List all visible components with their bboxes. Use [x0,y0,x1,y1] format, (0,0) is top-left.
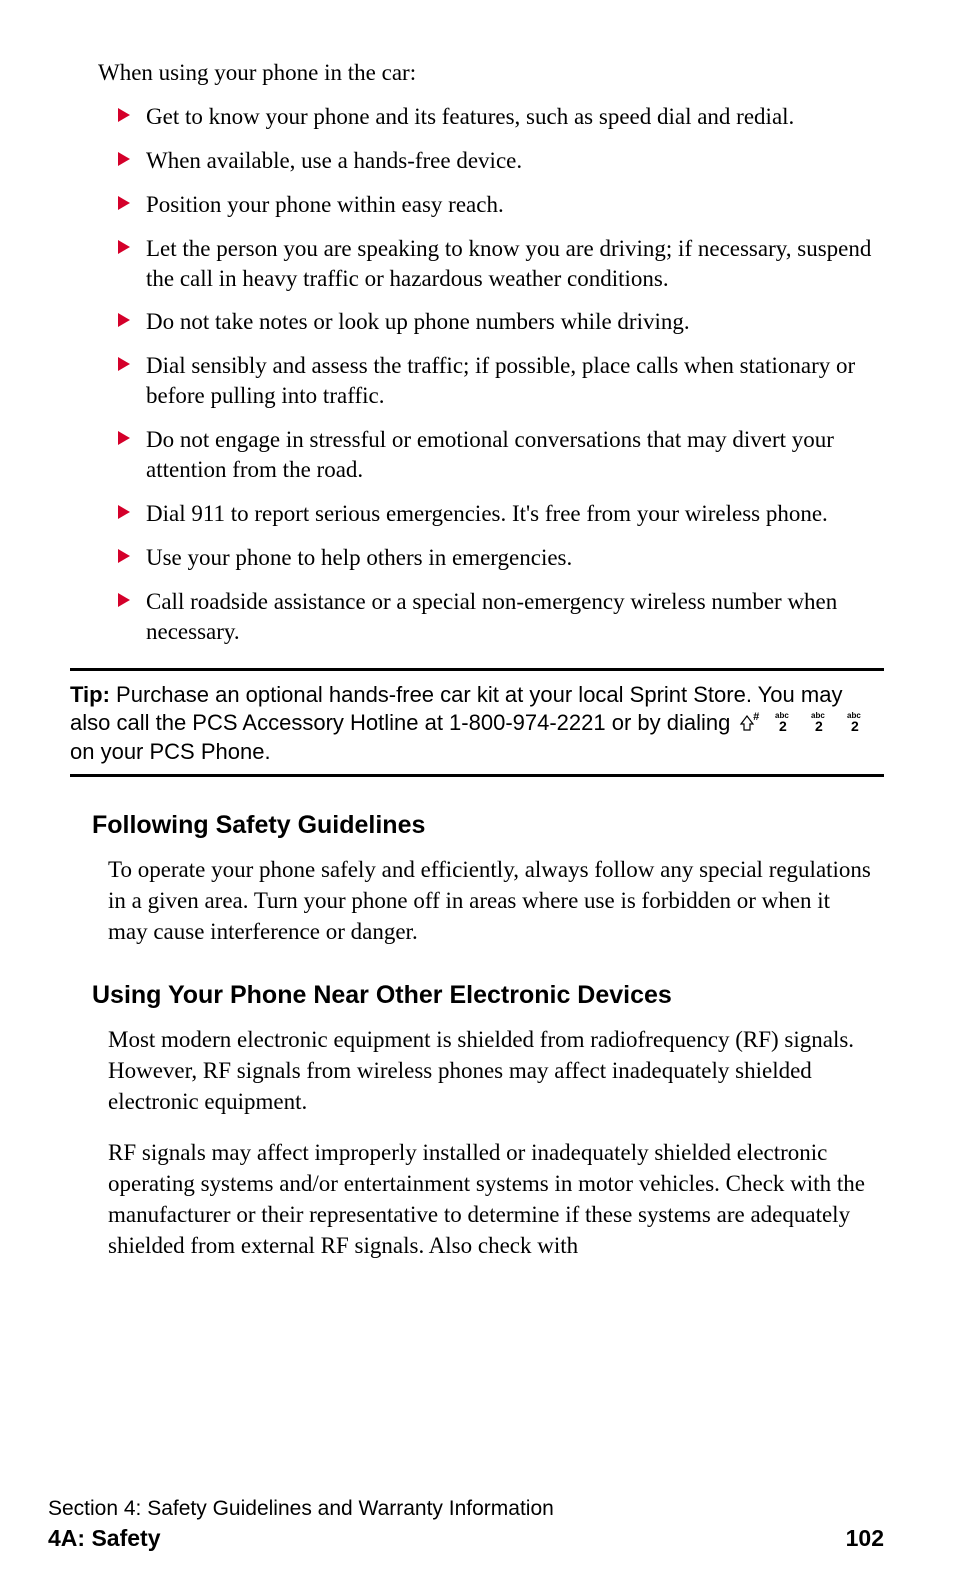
list-item: Position your phone within easy reach. [118,190,874,220]
intro-text: When using your phone in the car: [98,60,884,86]
bullet-text: Do not take notes or look up phone numbe… [146,309,690,334]
triangle-bullet-icon [118,196,132,210]
page-number: 102 [846,1525,884,1552]
tip-block: Tip: Purchase an optional hands-free car… [70,668,884,776]
triangle-bullet-icon [118,108,132,122]
svg-text:2: 2 [815,718,823,732]
section-heading: Using Your Phone Near Other Electronic D… [92,981,884,1010]
list-item: Do not take notes or look up phone numbe… [118,307,874,337]
triangle-bullet-icon [118,431,132,445]
shift-hash-key-icon: # [739,710,763,739]
bullet-text: Dial 911 to report serious emergencies. … [146,501,828,526]
abc-2-key-icon: abc2 [809,710,835,739]
abc-2-key-icon: abc2 [845,710,871,739]
bullet-text: Position your phone within easy reach. [146,192,504,217]
bullet-text: Call roadside assistance or a special no… [146,589,837,644]
bullet-text: Do not engage in stressful or emotional … [146,427,834,482]
page-footer: Section 4: Safety Guidelines and Warrant… [48,1497,884,1552]
svg-text:2: 2 [851,718,859,732]
triangle-bullet-icon [118,313,132,327]
triangle-bullet-icon [118,549,132,563]
footer-section-line: Section 4: Safety Guidelines and Warrant… [48,1497,884,1521]
bullet-text: When available, use a hands-free device. [146,148,522,173]
bullet-text: Let the person you are speaking to know … [146,236,871,291]
body-paragraph: To operate your phone safely and efficie… [108,854,874,947]
triangle-bullet-icon [118,152,132,166]
body-paragraph: Most modern electronic equipment is shie… [108,1024,874,1117]
body-paragraph: RF signals may affect improperly install… [108,1137,874,1261]
abc-2-key-icon: abc2 [773,710,799,739]
bullet-text: Get to know your phone and its features,… [146,104,794,129]
bullet-list: Get to know your phone and its features,… [118,102,874,646]
list-item: Use your phone to help others in emergen… [118,543,874,573]
list-item: Dial sensibly and assess the traffic; if… [118,351,874,411]
svg-text:2: 2 [779,718,787,732]
triangle-bullet-icon [118,505,132,519]
triangle-bullet-icon [118,593,132,607]
list-item: Call roadside assistance or a special no… [118,587,874,647]
triangle-bullet-icon [118,357,132,371]
list-item: Get to know your phone and its features,… [118,102,874,132]
tip-label: Tip: [70,682,110,707]
list-item: Do not engage in stressful or emotional … [118,425,874,485]
tip-text-before: Purchase an optional hands-free car kit … [70,682,842,735]
triangle-bullet-icon [118,240,132,254]
list-item: Dial 911 to report serious emergencies. … [118,499,874,529]
footer-chapter: 4A: Safety [48,1525,160,1552]
svg-text:#: # [753,711,760,723]
section-heading: Following Safety Guidelines [92,811,884,840]
bullet-text: Dial sensibly and assess the traffic; if… [146,353,855,408]
tip-text-after: on your PCS Phone. [70,739,271,764]
bullet-text: Use your phone to help others in emergen… [146,545,572,570]
list-item: Let the person you are speaking to know … [118,234,874,294]
list-item: When available, use a hands-free device. [118,146,874,176]
